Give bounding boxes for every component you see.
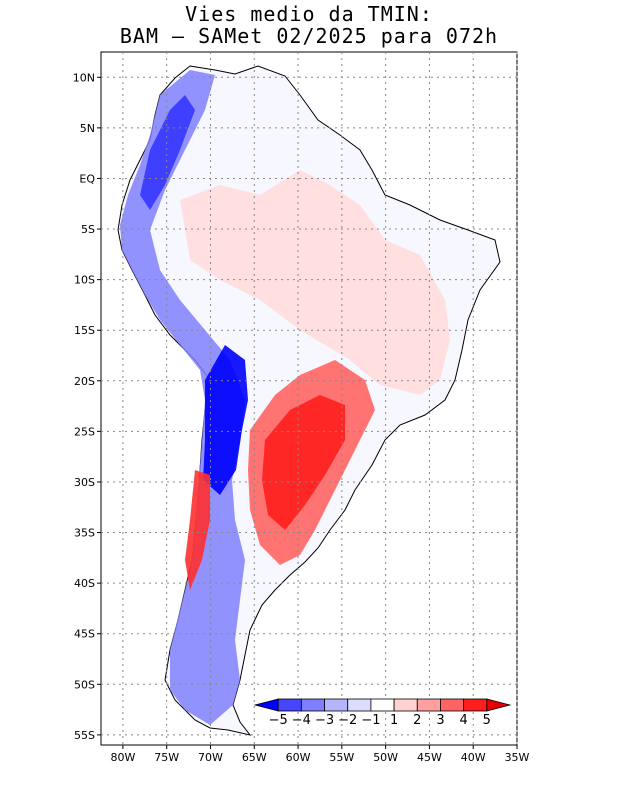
colorbar-label: −1	[361, 713, 380, 728]
lon-tick-label: 80W	[110, 751, 135, 764]
lat-tick-label: 10N	[73, 71, 95, 84]
colorbar-label: −3	[315, 713, 334, 728]
bias-positive-chile	[185, 470, 210, 590]
lat-tick-label: 30S	[74, 476, 95, 489]
colorbar-segment	[416, 698, 441, 712]
colorbar-label: −4	[292, 713, 311, 728]
colorbar-label: 2	[413, 713, 421, 728]
colorbar-segment-high-arrow	[486, 698, 512, 712]
lat-tick-label: 40S	[74, 577, 95, 590]
lon-tick-label: 65W	[242, 751, 267, 764]
lat-tick-label: 5S	[81, 223, 95, 236]
colorbar-label: −5	[269, 713, 288, 728]
colorbar-segment	[370, 698, 395, 712]
bias-strong-negative	[203, 345, 248, 495]
lon-tick-label: 75W	[154, 751, 179, 764]
lat-tick-label: 10S	[74, 274, 95, 287]
lat-tick-label: 5N	[80, 122, 95, 135]
map-title-line1: Vies medio da TMIN:	[185, 2, 433, 26]
bias-strong-negative-north	[140, 95, 195, 210]
bias-negative-andes	[120, 70, 245, 725]
graticule	[101, 52, 518, 745]
lon-tick-label: 50W	[373, 751, 398, 764]
lon-tick-label: 70W	[198, 751, 223, 764]
colorbar-label: 3	[436, 713, 444, 728]
colorbar-label: −2	[338, 713, 357, 728]
colorbar: −5 −4 −3 −2 −1 1 2 3 4 5	[253, 698, 512, 728]
lat-tick-label: EQ	[79, 172, 95, 185]
colorbar-segment	[324, 698, 349, 712]
lon-tick-label: 40W	[461, 751, 486, 764]
bias-positive-amazon	[180, 170, 450, 395]
map-frame	[100, 51, 518, 746]
bias-strong-positive-south	[262, 395, 345, 530]
lon-tick-label: 60W	[286, 751, 311, 764]
colorbar-segment	[393, 698, 418, 712]
colorbar-label: 4	[459, 713, 467, 728]
lon-tick-label: 55W	[329, 751, 354, 764]
lon-tick-label: 45W	[417, 751, 442, 764]
axis-ticks: 10N 5N EQ 5S 10S 15S 20S 25S 30S 35S 40S 45S 50S 55S 8…	[73, 71, 530, 764]
map-title-line2: BAM – SAMet 02/2025 para 072h	[119, 24, 499, 48]
lon-tick-label: 35W	[505, 751, 530, 764]
colorbar-segment	[440, 698, 465, 712]
colorbar-label: 1	[390, 713, 398, 728]
colorbar-segment	[300, 698, 325, 712]
lat-tick-label: 55S	[74, 729, 95, 742]
colorbar-segment	[463, 698, 488, 712]
lat-tick-label: 50S	[74, 678, 95, 691]
lat-tick-label: 25S	[74, 425, 95, 438]
lat-tick-label: 45S	[74, 628, 95, 641]
colorbar-segment-low-arrow	[253, 698, 279, 712]
lat-tick-label: 35S	[74, 527, 95, 540]
colorbar-label: 5	[483, 713, 491, 728]
colorbar-segment	[347, 698, 372, 712]
colorbar-segment	[277, 698, 302, 712]
lat-tick-label: 15S	[74, 324, 95, 337]
lat-tick-label: 20S	[74, 375, 95, 388]
